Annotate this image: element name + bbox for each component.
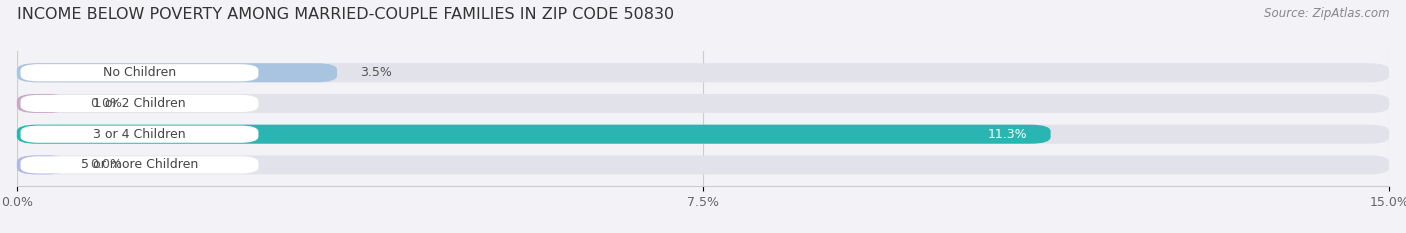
Text: 11.3%: 11.3% (988, 128, 1028, 141)
FancyBboxPatch shape (17, 63, 1389, 82)
FancyBboxPatch shape (17, 125, 1050, 144)
Text: 0.0%: 0.0% (90, 158, 122, 171)
FancyBboxPatch shape (21, 64, 259, 81)
FancyBboxPatch shape (17, 155, 1389, 175)
Text: INCOME BELOW POVERTY AMONG MARRIED-COUPLE FAMILIES IN ZIP CODE 50830: INCOME BELOW POVERTY AMONG MARRIED-COUPL… (17, 7, 673, 22)
Text: 3 or 4 Children: 3 or 4 Children (93, 128, 186, 141)
Text: 5 or more Children: 5 or more Children (80, 158, 198, 171)
Text: No Children: No Children (103, 66, 176, 79)
FancyBboxPatch shape (17, 63, 337, 82)
FancyBboxPatch shape (17, 94, 67, 113)
Text: 0.0%: 0.0% (90, 97, 122, 110)
FancyBboxPatch shape (21, 95, 259, 112)
FancyBboxPatch shape (17, 94, 1389, 113)
FancyBboxPatch shape (21, 156, 259, 174)
FancyBboxPatch shape (17, 125, 1389, 144)
FancyBboxPatch shape (21, 126, 259, 143)
Text: 1 or 2 Children: 1 or 2 Children (93, 97, 186, 110)
Text: 3.5%: 3.5% (360, 66, 392, 79)
FancyBboxPatch shape (17, 155, 67, 175)
Text: Source: ZipAtlas.com: Source: ZipAtlas.com (1264, 7, 1389, 20)
